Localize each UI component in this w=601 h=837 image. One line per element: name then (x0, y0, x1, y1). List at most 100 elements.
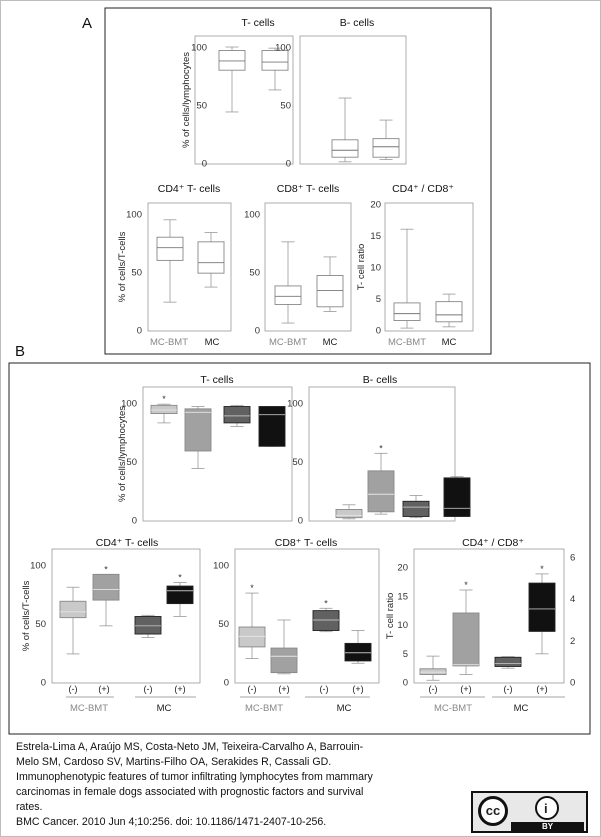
y-tick-label: 50 (249, 268, 260, 279)
x-category-label: MC (323, 337, 338, 348)
y-tick-label: 10 (397, 620, 408, 631)
group-label: MC (514, 703, 529, 714)
y-tick-label: 100 (126, 210, 142, 221)
y-tick-label: 100 (121, 399, 137, 410)
box-mc- (402, 500, 430, 517)
x-category-label: (+) (460, 684, 471, 694)
x-category-label: (+) (98, 684, 109, 694)
significance-star: * (379, 443, 383, 453)
x-category-label: (-) (144, 684, 153, 694)
box-mc (372, 138, 400, 158)
cc-icon: cc (478, 796, 508, 826)
box-mc- (134, 616, 162, 635)
box-mc (435, 301, 463, 323)
panel-a-subplot: B- cells 0 50 100 (275, 17, 407, 170)
x-category-label: (-) (248, 684, 257, 694)
x-category-label: (-) (429, 684, 438, 694)
x-category-label: (+) (174, 684, 185, 694)
subplot-title: T- cells (241, 17, 274, 29)
caption-line: Estrela-Lima A, Araújo MS, Costa-Neto JM… (16, 741, 364, 753)
box-mc- (494, 656, 522, 667)
significance-star: * (324, 598, 328, 608)
x-category-label: (+) (352, 684, 363, 694)
y-tick-label: 100 (213, 561, 229, 572)
y-tick-label: 50 (131, 268, 142, 279)
box-mc- (443, 477, 471, 517)
y-axis-label: T- cell ratio (356, 244, 367, 290)
x-category-label: (-) (320, 684, 329, 694)
panel-b-letter: B (15, 343, 25, 360)
panel-b-subplot: B- cells 0 50 100 * (287, 374, 471, 527)
y-tick-label: 100 (287, 399, 303, 410)
y-tick-label: 0 (137, 326, 142, 337)
caption-line: rates. (16, 801, 43, 813)
y-axis-label: % of cells/lymphocytes (117, 406, 128, 502)
y2-tick-label: 2 (570, 636, 575, 647)
y2-tick-label: 6 (570, 553, 575, 564)
y-tick-label: 0 (255, 326, 260, 337)
box-mc-bmt (274, 285, 302, 305)
y-tick-label: 50 (126, 457, 137, 468)
box-mc-bmt (331, 139, 359, 158)
box-mc- (166, 585, 194, 605)
box-mc-bmt- (150, 404, 178, 414)
y-tick-label: 100 (244, 210, 260, 221)
y-tick-label: 100 (191, 43, 207, 54)
group-label: MC-BMT (70, 703, 108, 714)
panel-b-subplot: CD4⁺ T- cells 0 50 100 % of cells/T-cells * * (… (21, 537, 201, 714)
significance-star: * (178, 573, 182, 583)
box-mc-bmt- (335, 509, 363, 519)
y-tick-label: 0 (224, 678, 229, 689)
plot-area (264, 202, 352, 332)
y-tick-label: 0 (286, 159, 291, 170)
box-mc-bmt- (419, 668, 447, 675)
y-tick-label: 100 (275, 43, 291, 54)
caption-line: BMC Cancer. 2010 Jun 4;10:256. doi: 10.1… (16, 816, 327, 828)
y2-tick-label: 4 (570, 594, 575, 605)
box-mc- (258, 406, 286, 447)
y-tick-label: 0 (298, 516, 303, 527)
subplot-title: CD4⁺ / CD8⁺ (392, 183, 454, 195)
box-mc-bmt- (270, 647, 298, 674)
y-tick-label: 0 (403, 678, 408, 689)
box-mc-bmt- (92, 573, 120, 601)
x-category-label: (+) (536, 684, 547, 694)
panel-a-subplot: CD4⁺ / CD8⁺ 0 5 10 15 20 T- cell ratio MC-BMT MC (356, 183, 474, 348)
panel-b-frame (8, 362, 591, 735)
box-mc- (344, 642, 372, 662)
significance-star: * (250, 583, 254, 593)
subplot-title: CD4⁺ / CD8⁺ (462, 537, 524, 549)
x-category-label: (-) (69, 684, 78, 694)
x-category-label: (+) (278, 684, 289, 694)
subplot-title: B- cells (340, 17, 374, 29)
cc-by-license-badge[interactable]: cc i BY (471, 791, 588, 833)
significance-star: * (464, 580, 468, 590)
y-tick-label: 10 (370, 263, 381, 274)
subplot-title: CD8⁺ T- cells (277, 183, 340, 195)
box-mc-bmt (393, 302, 421, 322)
y-tick-label: 15 (397, 591, 408, 602)
x-category-label: (-) (504, 684, 513, 694)
y-tick-label: 20 (397, 563, 408, 574)
panel-b-subplot: T- cells 0 50 100% of cells/lymphocytes * (117, 374, 293, 527)
significance-star: * (540, 564, 544, 574)
y-tick-label: 0 (41, 678, 46, 689)
y-tick-label: 20 (370, 200, 381, 211)
box-mc (316, 275, 344, 308)
y-tick-label: 0 (202, 159, 207, 170)
group-label: MC (337, 703, 352, 714)
y-tick-label: 15 (370, 231, 381, 242)
box-mc (261, 50, 289, 71)
y-tick-label: 0 (376, 326, 381, 337)
box-mc-bmt (218, 50, 246, 71)
x-category-label: MC-BMT (388, 337, 426, 348)
subplot-title: B- cells (363, 374, 397, 386)
x-category-label: MC (205, 337, 220, 348)
attribution-person-icon: i (535, 796, 559, 820)
y-tick-label: 50 (292, 457, 303, 468)
group-label: MC (157, 703, 172, 714)
group-label: MC-BMT (434, 703, 472, 714)
caption-line: carcinomas in female dogs associated wit… (16, 786, 364, 798)
